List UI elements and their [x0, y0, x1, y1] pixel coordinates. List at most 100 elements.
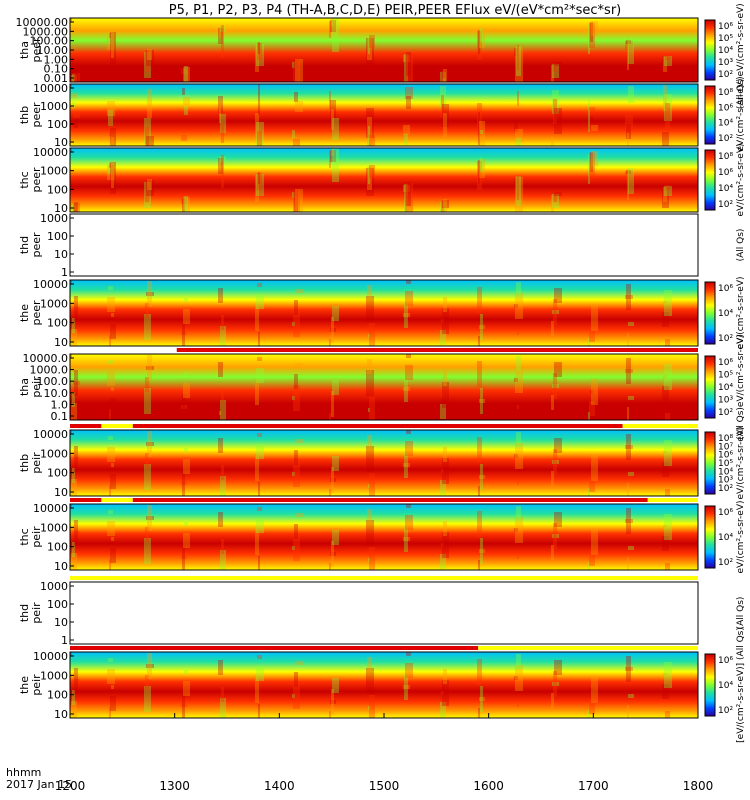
panel-label-instrument: peer — [30, 300, 43, 326]
spectrogram-streak — [625, 41, 633, 50]
spectrogram-streak — [108, 34, 113, 44]
spectrogram-streak — [257, 357, 262, 361]
panel-label-probe: thb — [18, 106, 31, 124]
spectrogram-streak — [330, 552, 336, 556]
spectrogram-streak — [147, 431, 152, 457]
spectrogram-streak — [184, 522, 188, 526]
spectrogram-streak — [479, 549, 485, 553]
spectrogram-streak — [478, 160, 480, 184]
spectrogram-streak — [292, 192, 295, 198]
y-tick-label: 10 — [54, 486, 68, 499]
y-tick-label: 10000 — [33, 650, 68, 663]
spectrogram-streak — [145, 303, 149, 318]
spectrogram-streak — [107, 371, 115, 386]
spectrogram-streak — [665, 185, 670, 190]
spectrogram-streak — [70, 652, 72, 656]
spectrogram-streak — [403, 125, 410, 135]
spectrogram-streak — [514, 454, 518, 458]
spectrogram-streak — [665, 711, 670, 718]
spectrogram-streak — [182, 544, 185, 570]
spectrogram-streak — [552, 460, 559, 464]
spectrogram-streak — [405, 515, 413, 530]
spectrogram-streak — [295, 101, 303, 112]
spectrogram-streak — [330, 700, 336, 704]
spectrogram-streak — [218, 438, 223, 453]
spectrogram-streak — [74, 296, 78, 322]
spectrogram-streak — [553, 99, 557, 124]
spectrogram-streak — [664, 514, 672, 540]
spectrogram-streak — [256, 368, 264, 383]
spectrogram-streak — [589, 477, 595, 492]
spectrogram-streak — [477, 103, 482, 135]
spectrogram-streak — [218, 362, 223, 377]
spectrogram-streak — [554, 108, 562, 134]
spectrogram-streak — [144, 538, 151, 564]
spectrogram-streak — [111, 161, 114, 188]
spectrogram-streak — [478, 560, 480, 570]
y-tick-label: 1000 — [40, 165, 68, 178]
spectrogram-streak — [183, 97, 190, 105]
spectrogram-streak — [107, 35, 115, 50]
spectrogram-streak — [591, 125, 598, 131]
spectrogram-image — [70, 18, 698, 82]
spectrogram-streak — [406, 430, 411, 434]
spectrogram-streak — [369, 473, 375, 496]
spectrogram-streak — [516, 654, 521, 669]
panel-the-peer: 10000 1000 100 10 the peer 10⁶ 10⁴ 10² eV/(cm²-s-… — [18, 276, 746, 349]
spectrogram-streak — [554, 62, 562, 66]
spectrogram-streak — [331, 109, 334, 130]
spectrogram-streak — [145, 527, 149, 542]
y-tick-label: 1000.00 — [23, 25, 69, 38]
spectrogram-streak — [442, 70, 449, 78]
spectrogram-streak — [589, 551, 595, 566]
colorbar-tick-label: 10² — [718, 70, 733, 80]
spectrogram-streak — [110, 474, 116, 489]
spectrogram-streak — [478, 708, 480, 718]
colorbar-tick-label: 10⁸ — [718, 434, 733, 444]
panel-label-probe: the — [18, 304, 31, 322]
mode-bar-segment — [132, 498, 648, 502]
spectrogram-streak — [516, 356, 521, 371]
spectrogram-streak — [147, 281, 152, 307]
spectrogram-streak — [662, 386, 669, 401]
spectrogram-streak — [181, 331, 187, 335]
spectrogram-streak — [182, 394, 185, 420]
spectrogram-streak — [514, 48, 518, 56]
spectrogram-streak — [403, 685, 410, 689]
spectrogram-streak — [625, 519, 633, 523]
spectrogram-streak — [477, 161, 482, 190]
spectrogram-streak — [184, 670, 188, 674]
spectrogram-streak — [403, 185, 410, 192]
panel-label-probe: tha — [18, 378, 31, 396]
spectrogram-streak — [182, 88, 185, 95]
spectrogram-streak — [517, 45, 519, 70]
spectrogram-streak — [107, 447, 115, 462]
spectrogram-streak — [551, 321, 554, 336]
colorbar-tick-label: 10⁶ — [718, 103, 733, 113]
colorbar-tick-label: 10² — [718, 484, 733, 494]
spectrogram-streak — [110, 324, 116, 339]
spectrogram-streak — [478, 336, 480, 346]
spectrogram-streak — [295, 363, 303, 367]
y-tick-label: 1000 — [40, 297, 68, 310]
spectrogram-streak — [404, 452, 408, 478]
colorbar-tick-label: 10⁵ — [718, 459, 733, 469]
spectrogram-streak — [551, 545, 554, 560]
y-tick-label: 10 — [54, 616, 68, 629]
spectrogram-streak — [367, 435, 372, 450]
spectrogram-streak — [255, 379, 259, 405]
colorbar-tick-label: 10⁴ — [718, 383, 733, 393]
spectrogram-streak — [589, 107, 595, 111]
x-label-date: 2017 Jan 15 — [6, 778, 72, 791]
spectrogram-streak — [664, 364, 672, 390]
y-tick-label: 10000 — [33, 278, 68, 291]
spectrogram-streak — [662, 462, 669, 477]
spectrogram-streak — [589, 327, 595, 342]
spectrogram-streak — [332, 456, 339, 471]
spectrogram-streak — [626, 508, 631, 534]
spectrogram-streak — [554, 438, 562, 453]
spectrogram-streak — [628, 38, 634, 64]
x-label-hhmm: hhmm — [6, 766, 41, 779]
spectrogram-streak — [293, 139, 300, 146]
